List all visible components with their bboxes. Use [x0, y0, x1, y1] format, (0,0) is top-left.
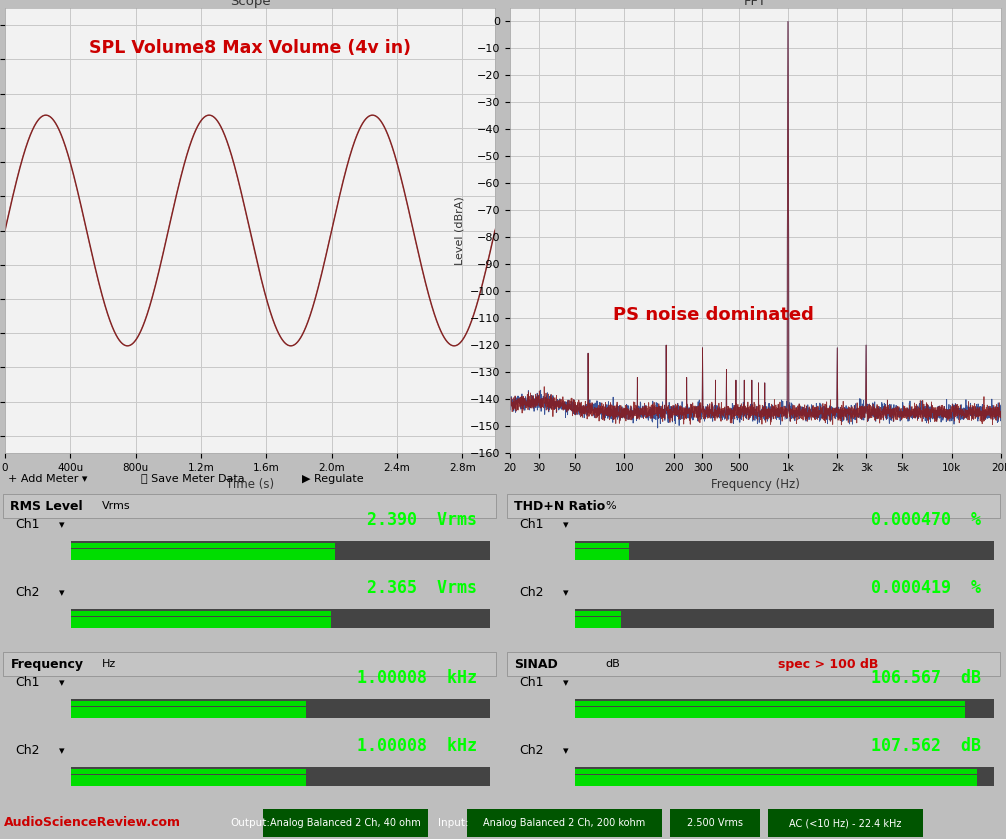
- Text: Frequency: Frequency: [10, 658, 83, 670]
- Text: 1.00008  kHz: 1.00008 kHz: [357, 737, 478, 755]
- Text: ▾: ▾: [59, 588, 65, 598]
- Bar: [3, 494, 496, 519]
- Bar: [71, 543, 335, 548]
- Bar: [575, 611, 621, 616]
- X-axis label: Time (s): Time (s): [226, 478, 274, 492]
- Bar: [575, 707, 965, 718]
- Bar: [575, 701, 965, 706]
- Text: Ch2: Ch2: [16, 586, 40, 600]
- Text: ⎙ Save Meter Data: ⎙ Save Meter Data: [141, 473, 244, 483]
- Text: 106.567  dB: 106.567 dB: [871, 669, 982, 687]
- Text: RMS Level: RMS Level: [10, 500, 83, 513]
- Text: %: %: [606, 501, 617, 511]
- Text: + Add Meter ▾: + Add Meter ▾: [8, 473, 88, 483]
- Bar: [575, 769, 977, 774]
- Text: Vrms: Vrms: [102, 501, 130, 511]
- Text: PS noise dominated: PS noise dominated: [613, 306, 814, 324]
- Text: Ch1: Ch1: [16, 676, 40, 690]
- Bar: [507, 494, 1000, 519]
- Bar: [71, 701, 306, 706]
- Bar: [71, 769, 306, 774]
- Text: ▶ Regulate: ▶ Regulate: [302, 473, 363, 483]
- Text: Hz: Hz: [102, 659, 116, 670]
- Title: Scope: Scope: [229, 0, 271, 8]
- Text: SPL Volume8 Max Volume (4v in): SPL Volume8 Max Volume (4v in): [89, 39, 411, 57]
- Text: 0.000419  %: 0.000419 %: [871, 579, 982, 597]
- Text: ▾: ▾: [563, 520, 569, 530]
- Title: FFT: FFT: [744, 0, 767, 8]
- Bar: [3, 652, 496, 676]
- Bar: [71, 611, 331, 616]
- Bar: [263, 809, 428, 837]
- Text: Input:: Input:: [438, 818, 469, 828]
- Text: dB: dB: [606, 659, 621, 670]
- Text: ▾: ▾: [563, 746, 569, 756]
- Bar: [575, 618, 621, 628]
- Text: Analog Balanced 2 Ch, 200 kohm: Analog Balanced 2 Ch, 200 kohm: [483, 818, 645, 828]
- Text: THD+N Ratio: THD+N Ratio: [514, 500, 606, 513]
- Bar: [575, 543, 630, 548]
- Text: 0.000470  %: 0.000470 %: [871, 511, 982, 529]
- Text: Ch1: Ch1: [16, 519, 40, 531]
- Bar: [575, 550, 630, 560]
- Text: Ch2: Ch2: [520, 744, 544, 758]
- Bar: [575, 775, 977, 786]
- Y-axis label: Level (dBrA): Level (dBrA): [455, 196, 464, 265]
- Bar: [507, 652, 1000, 676]
- X-axis label: Frequency (Hz): Frequency (Hz): [711, 478, 800, 492]
- Bar: [768, 809, 923, 837]
- Bar: [467, 809, 662, 837]
- Bar: [71, 618, 331, 628]
- Text: ▾: ▾: [563, 678, 569, 688]
- Text: AC (<10 Hz) - 22.4 kHz: AC (<10 Hz) - 22.4 kHz: [789, 818, 901, 828]
- Text: Ch2: Ch2: [520, 586, 544, 600]
- Text: Ch2: Ch2: [16, 744, 40, 758]
- Text: spec > 100 dB: spec > 100 dB: [779, 658, 878, 670]
- Text: Output:: Output:: [230, 818, 270, 828]
- Text: Analog Balanced 2 Ch, 40 ohm: Analog Balanced 2 Ch, 40 ohm: [270, 818, 421, 828]
- Text: 107.562  dB: 107.562 dB: [871, 737, 982, 755]
- Bar: [71, 707, 306, 718]
- Text: 1.00008  kHz: 1.00008 kHz: [357, 669, 478, 687]
- Text: AudioScienceReview.com: AudioScienceReview.com: [4, 816, 181, 830]
- Bar: [670, 809, 760, 837]
- Bar: [71, 550, 335, 560]
- Text: 2.390  Vrms: 2.390 Vrms: [367, 511, 478, 529]
- Text: ▾: ▾: [563, 588, 569, 598]
- Bar: [71, 775, 306, 786]
- Text: ▾: ▾: [59, 520, 65, 530]
- Text: ▾: ▾: [59, 678, 65, 688]
- Text: SINAD: SINAD: [514, 658, 558, 670]
- Text: Ch1: Ch1: [520, 676, 544, 690]
- Text: Ch1: Ch1: [520, 519, 544, 531]
- Text: 2.365  Vrms: 2.365 Vrms: [367, 579, 478, 597]
- Text: 2.500 Vrms: 2.500 Vrms: [687, 818, 743, 828]
- Text: ▾: ▾: [59, 746, 65, 756]
